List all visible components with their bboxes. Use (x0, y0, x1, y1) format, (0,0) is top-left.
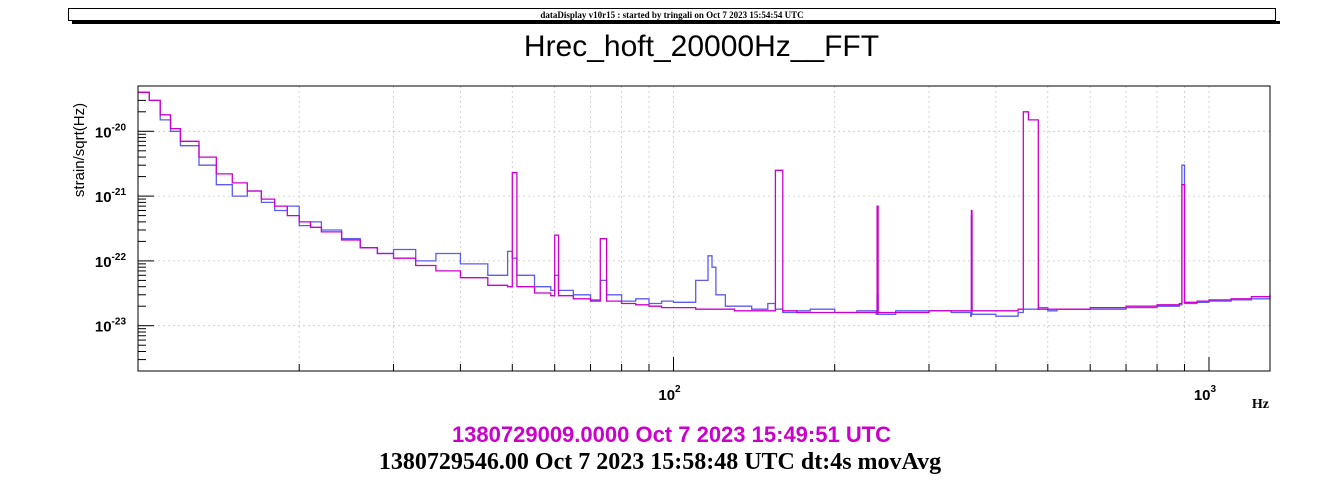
x-axis-label: Hz (1252, 397, 1269, 412)
banner-shadow (72, 21, 1280, 24)
y-tick-label: 10-21 (95, 187, 127, 206)
banner-text: dataDisplay v10r15 : started by tringali… (540, 10, 804, 20)
plot-area (138, 86, 1270, 371)
x-ticks (298, 357, 1210, 371)
y-tick-label: 10-22 (95, 252, 127, 271)
reference-timestamp: 1380729009.0000 Oct 7 2023 15:49:51 UTC (451, 422, 892, 447)
plot-frame (137, 85, 1271, 372)
spectrum-chart: 10-20 10-21 10-22 10-23 102 103 Hz (95, 85, 1271, 412)
x-tick-label: 103 (1194, 384, 1217, 404)
current-timestamp: 1380729546.00 Oct 7 2023 15:58:48 UTC dt… (378, 449, 942, 475)
x-tick-label: 102 (658, 384, 681, 404)
y-grid (138, 130, 1270, 327)
series-current (138, 91, 1271, 314)
y-tick-label: 10-23 (95, 317, 127, 336)
header-banner: dataDisplay v10r15 : started by tringali… (68, 8, 1276, 21)
y-tick-label: 10-20 (95, 122, 127, 141)
chart-title: Hrec_hoft_20000Hz__FFT (523, 30, 880, 63)
